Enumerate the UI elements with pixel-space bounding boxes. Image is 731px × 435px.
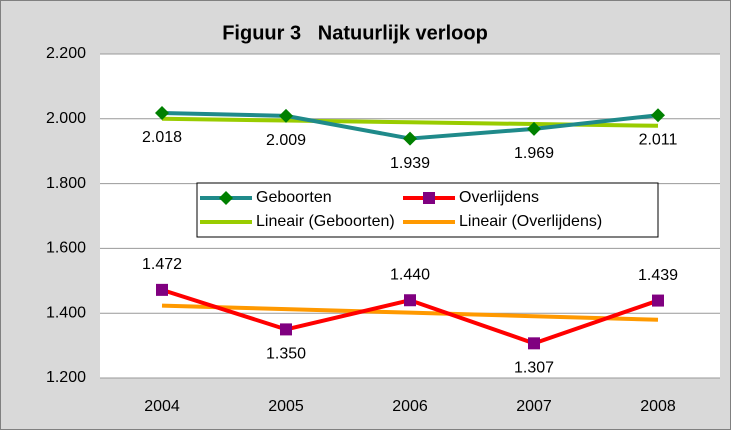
data-label: 2.011 <box>639 131 678 148</box>
data-label: 1.307 <box>514 360 554 377</box>
marker <box>279 108 293 123</box>
marker <box>155 105 169 120</box>
y-tick-label: 2.000 <box>46 110 86 127</box>
x-tick-label: 2004 <box>144 398 180 415</box>
y-tick-label: 1.600 <box>46 240 86 257</box>
legend-marker <box>219 191 233 205</box>
marker <box>651 108 665 123</box>
y-tick-label: 2.200 <box>46 45 86 62</box>
legend-item: Lineair (Geboorten) <box>200 213 395 230</box>
marker <box>404 294 416 307</box>
data-label: 1.472 <box>142 256 182 273</box>
legend-item: Lineair (Overlijdens) <box>403 213 602 230</box>
legend-label: Overlijdens <box>459 189 539 206</box>
y-tick-label: 1.200 <box>46 369 86 386</box>
legend-item: Geboorten <box>200 189 332 206</box>
legend-marker <box>423 192 435 204</box>
marker <box>156 283 168 296</box>
data-label: 1.939 <box>390 155 430 172</box>
legend-item: Overlijdens <box>403 189 539 206</box>
legend-label: Lineair (Overlijdens) <box>459 213 602 230</box>
x-tick-label: 2006 <box>392 398 428 415</box>
x-tick-label: 2005 <box>268 398 304 415</box>
x-tick-label: 2008 <box>640 398 676 415</box>
chart-title: Figuur 3 Natuurlijk verloop <box>222 22 488 44</box>
y-tick-label: 1.800 <box>46 175 86 192</box>
data-label: 1.350 <box>266 346 306 363</box>
marker <box>527 121 541 136</box>
legend-label: Lineair (Geboorten) <box>256 213 395 230</box>
marker <box>280 323 292 336</box>
marker <box>403 131 417 146</box>
data-label: 1.439 <box>638 267 678 284</box>
legend-label: Geboorten <box>256 189 332 206</box>
data-label: 1.969 <box>514 145 554 162</box>
data-label: 2.018 <box>142 129 182 146</box>
trend-line <box>161 303 659 322</box>
marker <box>528 337 540 350</box>
y-tick-label: 1.400 <box>46 304 86 321</box>
x-tick-label: 2007 <box>516 398 552 415</box>
data-label: 2.009 <box>266 132 306 149</box>
marker <box>652 294 664 307</box>
data-label: 1.440 <box>390 266 430 283</box>
